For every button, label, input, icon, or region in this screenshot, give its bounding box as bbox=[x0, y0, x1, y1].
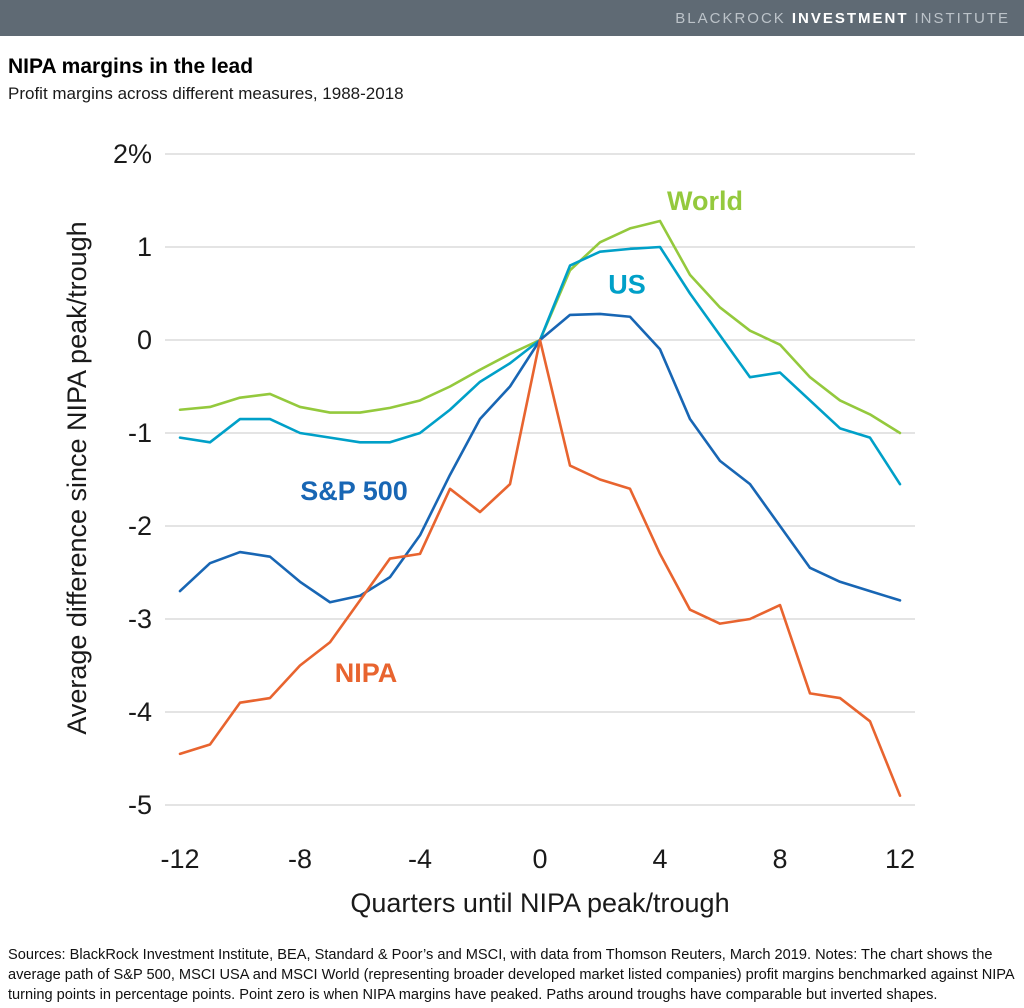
series-label-world: World bbox=[667, 186, 743, 216]
sources-notes: Sources: BlackRock Investment Institute,… bbox=[8, 946, 1014, 1003]
brand-institute: INSTITUTE bbox=[914, 9, 1010, 27]
series-line-us bbox=[178, 245, 902, 486]
series-label-nipa: NIPA bbox=[335, 658, 398, 688]
series-label-us: US bbox=[608, 270, 646, 300]
x-axis-label: Quarters until NIPA peak/trough bbox=[350, 888, 729, 918]
x-tick-label: 8 bbox=[772, 844, 787, 874]
header-bar: BLACKROCK INVESTMENT INSTITUTE bbox=[0, 0, 1024, 36]
y-tick-label: 2% bbox=[113, 139, 152, 169]
y-tick-label: 0 bbox=[137, 325, 152, 355]
y-tick-label: -2 bbox=[128, 511, 152, 541]
x-tick-label: 12 bbox=[885, 844, 915, 874]
series-label-sp500: S&P 500 bbox=[300, 476, 408, 506]
x-tick-label: -12 bbox=[160, 844, 199, 874]
page-subtitle: Profit margins across different measures… bbox=[8, 84, 404, 103]
brand-blackrock: BLACKROCK bbox=[675, 9, 786, 27]
brand-investment: INVESTMENT bbox=[791, 9, 909, 27]
y-tick-label: -4 bbox=[128, 697, 152, 727]
x-tick-label: 4 bbox=[652, 844, 667, 874]
page-title: NIPA margins in the lead bbox=[8, 55, 254, 78]
y-tick-label: 1 bbox=[137, 232, 152, 262]
y-tick-label: -3 bbox=[128, 604, 152, 634]
series-line-nipa bbox=[178, 338, 902, 798]
x-tick-label: 0 bbox=[532, 844, 547, 874]
y-tick-label: -1 bbox=[128, 418, 152, 448]
x-tick-label: -8 bbox=[288, 844, 312, 874]
y-tick-label: -5 bbox=[128, 790, 152, 820]
x-tick-label: -4 bbox=[408, 844, 432, 874]
series-line-world bbox=[178, 219, 902, 435]
y-axis-label: Average difference since NIPA peak/troug… bbox=[62, 221, 92, 734]
